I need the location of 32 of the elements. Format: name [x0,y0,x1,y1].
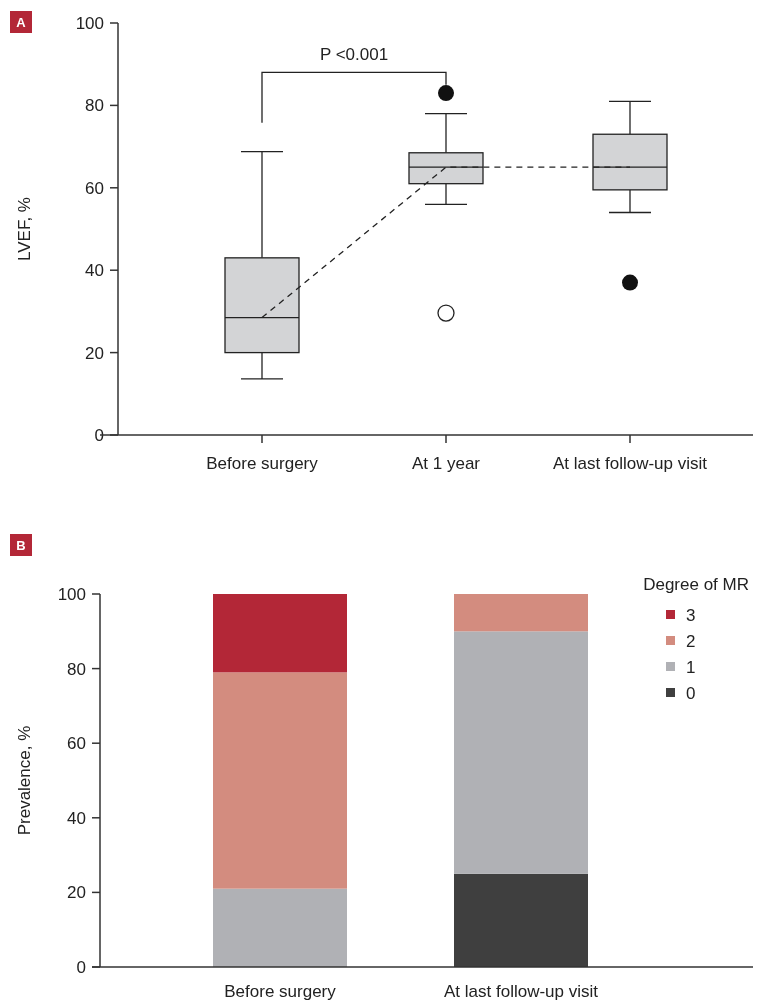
y-axis-title: Prevalence, % [15,725,34,836]
legend-label: 2 [686,631,696,651]
y-tick-label: 100 [57,584,86,604]
x-tick-label: At last follow-up visit [444,982,599,1001]
x-tick-label: At 1 year [411,454,481,473]
x-tick-label: Before surgery [206,454,319,473]
y-tick-label: 20 [85,343,104,363]
bar [454,631,588,874]
bar [213,594,347,673]
y-tick-label: 20 [67,883,86,903]
y-tick-label: 40 [85,261,104,281]
legend-label: 0 [686,683,696,703]
y-tick-label: 80 [85,96,104,116]
y-tick-label: 80 [67,659,86,679]
y-tick-label: 60 [85,178,104,198]
x-tick-label: Before surgery [224,982,337,1001]
annotation: P <0.001 [319,45,389,65]
y-tick-label: 0 [94,425,104,445]
bar [213,888,347,967]
y-tick-label: 0 [76,957,86,977]
y-tick-label: 100 [75,13,104,33]
legend-title: Degree of MR [643,575,749,594]
bar [213,672,347,889]
x-tick-label: At last follow-up visit [553,454,708,473]
legend-label: 1 [686,657,696,677]
text: A [16,14,27,30]
legend-label: 3 [686,605,696,625]
y-tick-label: 40 [67,808,86,828]
y-axis-title: LVEF, % [15,197,34,261]
text: B [16,537,26,553]
bar [454,594,588,632]
y-tick-label: 60 [67,734,86,754]
